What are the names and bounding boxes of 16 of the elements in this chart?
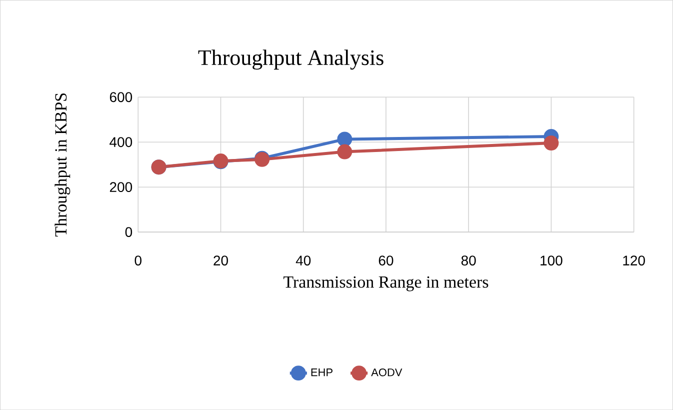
x-tick-label: 100 [540,255,562,266]
x-tick-label: 40 [296,255,311,266]
y-tick-label: 200 [110,182,132,192]
y-tick-label: 400 [110,137,132,147]
x-axis-title: Transmission Range in meters [283,276,488,292]
y-tick-label: 0 [125,227,132,237]
y-axis-title: Throughput in KBPS [54,93,70,236]
chart-title: Throughput Analysis [198,50,384,70]
x-tick-label: 20 [214,255,228,266]
x-tick-label: 0 [134,255,142,266]
x-tick-label: 60 [378,255,394,266]
legend-label: EHP [311,368,332,376]
x-tick-label: 120 [623,255,645,266]
y-tick-label: 600 [110,92,132,102]
x-tick-label: 80 [461,255,476,266]
legend-label: AODV [371,368,402,376]
